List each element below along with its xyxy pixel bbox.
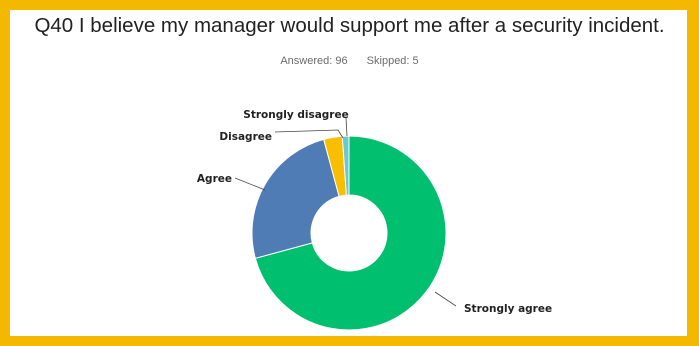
slice-agree xyxy=(251,138,340,259)
label-disagree: Disagree xyxy=(219,131,272,143)
slice-strongly-disagree xyxy=(341,135,350,196)
slice-strongly-agree xyxy=(254,135,447,331)
answered-count: Answered: 96 xyxy=(280,55,348,67)
leader-line-disagree xyxy=(274,129,344,139)
leader-line-strongly-agree xyxy=(434,291,457,307)
leader-line-agree xyxy=(234,177,266,191)
skipped-count: Skipped: 5 xyxy=(366,55,419,67)
label-strongly-agree: Strongly agree xyxy=(464,303,552,315)
leader-line-strongly-disagree xyxy=(345,117,348,137)
label-strongly-disagree: Strongly disagree xyxy=(243,109,348,121)
response-stats: Answered: 96 Skipped: 5 xyxy=(0,55,699,67)
label-agree: Agree xyxy=(197,173,232,185)
question-title: Q40 I believe my manager would support m… xyxy=(34,14,665,37)
